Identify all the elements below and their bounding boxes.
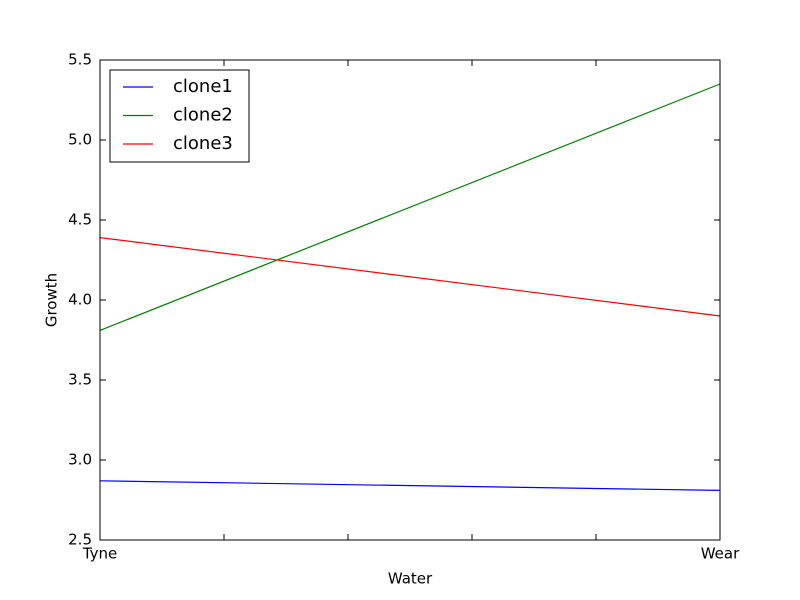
plot-frame — [99, 59, 721, 541]
series-line — [99, 83, 721, 331]
x-tick-label: Tyne — [82, 545, 117, 563]
y-tick-label: 3.5 — [68, 371, 92, 389]
y-axis-label: Growth — [43, 273, 61, 327]
series-line — [99, 237, 721, 317]
legend-label: clone2 — [173, 105, 233, 126]
x-axis-label: Water — [388, 570, 433, 588]
y-tick-label: 3.0 — [68, 451, 92, 469]
series-line — [99, 480, 721, 491]
y-tick-label: 5.5 — [68, 51, 92, 69]
legend-label: clone3 — [173, 133, 233, 154]
y-tick-label: 4.5 — [68, 211, 92, 229]
x-tick-label: Wear — [701, 545, 740, 563]
legend-label: clone1 — [173, 76, 233, 97]
y-tick-label: 5.0 — [68, 131, 92, 149]
y-tick-label: 2.5 — [68, 531, 92, 549]
y-tick-label: 4.0 — [68, 291, 92, 309]
legend: clone1 clone2 clone3 — [109, 69, 250, 163]
